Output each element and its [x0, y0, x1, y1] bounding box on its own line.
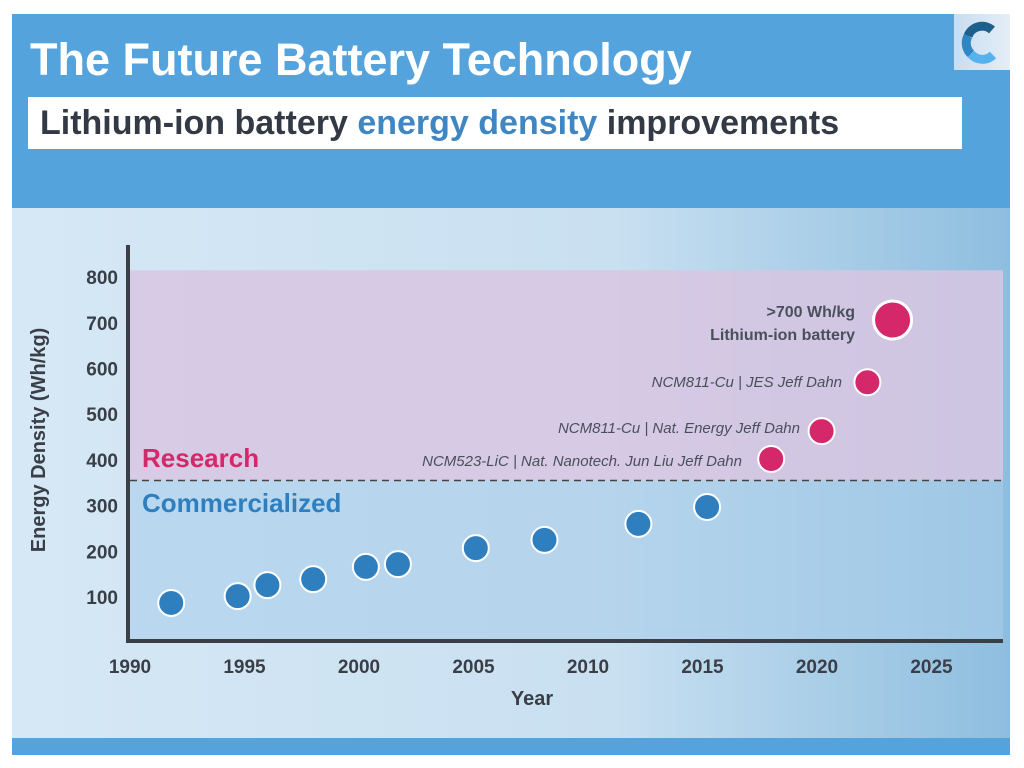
y-tick-label: 600 [86, 360, 118, 381]
y-tick-label: 400 [86, 451, 118, 472]
y-tick-label: 300 [86, 497, 118, 518]
annotation: NCM811-Cu | Nat. Energy Jeff Dahn [558, 420, 800, 437]
header: The Future Battery Technology Lithium-io… [12, 14, 1010, 208]
x-tick-label: 1990 [109, 657, 151, 678]
commercialized-point [461, 534, 490, 563]
x-tick-label: 1995 [223, 657, 266, 678]
research-point [872, 299, 914, 341]
research-point [757, 444, 786, 473]
research-point [807, 417, 836, 446]
x-tick-label: 2000 [338, 657, 380, 678]
commercialized-point [157, 588, 186, 617]
y-tick-label: 100 [86, 588, 118, 609]
x-tick-label: 2025 [910, 657, 953, 678]
subtitle-highlight: energy density [357, 104, 598, 142]
commercialized-point [383, 550, 412, 579]
commercialized-label: Commercialized [142, 488, 341, 518]
annotation: NCM523-LiC | Nat. Nanotech. Jun Liu Jeff… [422, 453, 742, 470]
research-label: Research [142, 443, 259, 473]
commercialized-point [530, 525, 559, 554]
footer-bar [12, 738, 1010, 755]
y-tick-label: 800 [86, 268, 118, 289]
subtitle: Lithium-ion battery energy density impro… [28, 97, 962, 149]
annotation: >700 Wh/kg [767, 304, 855, 321]
y-tick-label: 500 [86, 405, 118, 426]
c-logo-icon [961, 21, 997, 64]
commercialized-point [693, 492, 722, 521]
page-title: The Future Battery Technology [30, 34, 692, 85]
commercialized-point [299, 565, 328, 594]
x-tick-label: 2005 [452, 657, 495, 678]
y-axis-label: Energy Density (Wh/kg) [28, 328, 50, 552]
x-tick-label: 2020 [796, 657, 838, 678]
commercialized-point [223, 582, 252, 611]
x-tick-label: 2015 [681, 657, 724, 678]
subtitle-part: improvements [597, 104, 840, 142]
annotation: NCM811-Cu | JES Jeff Dahn [652, 374, 842, 391]
y-tick-label: 700 [86, 314, 118, 335]
research-point [853, 368, 882, 397]
commercial-band [130, 480, 1003, 640]
commercialized-point [624, 509, 653, 538]
x-tick-label: 2010 [567, 657, 609, 678]
commercialized-point [351, 552, 380, 581]
subtitle-part: Lithium-ion battery [40, 104, 358, 142]
commercialized-point [253, 571, 282, 600]
annotation: Lithium-ion battery [710, 327, 855, 344]
logo [954, 14, 1010, 70]
x-axis-label: Year [511, 688, 553, 710]
y-tick-label: 200 [86, 542, 118, 563]
